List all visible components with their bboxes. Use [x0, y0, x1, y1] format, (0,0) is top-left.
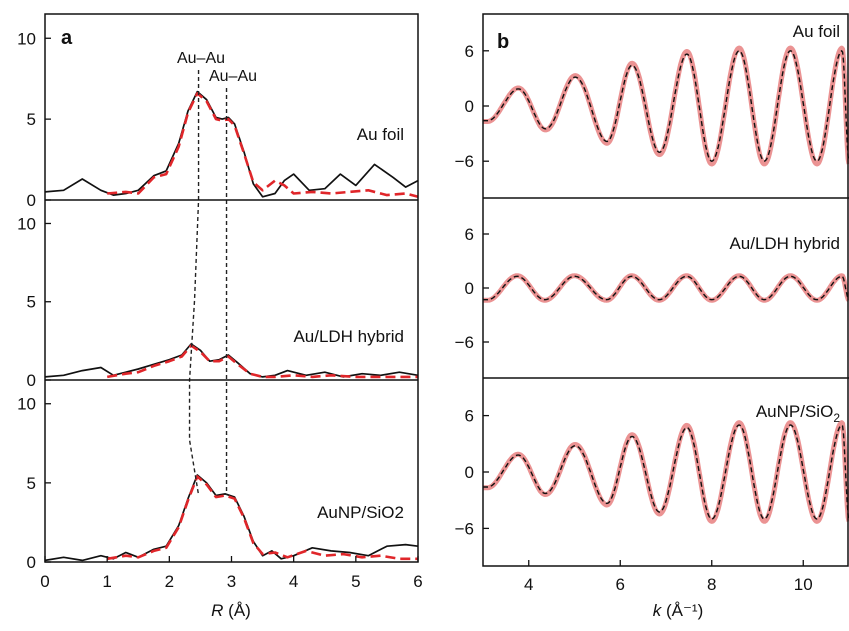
panel-letter-b: b — [497, 31, 509, 53]
x-tick-label: 8 — [707, 575, 716, 594]
y-tick-label: −6 — [455, 519, 474, 538]
panel-a-subplot-3: 0 5 10 AuNP/SiO2 — [17, 395, 419, 572]
y-tick-label: 0 — [465, 279, 474, 298]
x-axis-label: R (Å) — [211, 601, 251, 620]
data-curve — [483, 424, 849, 520]
panel-b-subplot-2: 6 0 −6 Au/LDH hybrid — [455, 225, 849, 352]
x-tick-label: 2 — [165, 572, 174, 591]
fit-curve — [106, 344, 418, 379]
y-tick-label: 5 — [27, 474, 36, 493]
y-tick-label: 10 — [17, 29, 36, 48]
data-curve — [44, 90, 419, 198]
peak-label-1: Au–Au — [177, 50, 225, 67]
fit-curve — [106, 475, 418, 561]
subplot-label: Au foil — [793, 22, 840, 41]
y-tick-label: 0 — [27, 191, 36, 210]
fit-curve — [481, 420, 849, 524]
data-curve — [483, 49, 849, 162]
x-tick-label: 10 — [794, 575, 813, 594]
y-tick-label: 10 — [17, 395, 36, 414]
y-tick-label: 5 — [27, 110, 36, 129]
fit-curve — [481, 45, 849, 167]
y-tick-label: −6 — [455, 152, 474, 171]
y-tick-label: 10 — [17, 214, 36, 233]
y-tick-label: 0 — [27, 371, 36, 390]
panel-a-subplot-2: 0 5 10 Au/LDH hybrid — [17, 214, 419, 390]
panel-b: 6 0 −6 Au foil 6 0 −6 Au/LDH hybrid 6 0 −6 AuNP/SiO… — [455, 13, 849, 620]
x-tick-label: 4 — [289, 572, 298, 591]
panel-b-frame — [482, 13, 849, 567]
x-tick-label: 6 — [413, 572, 422, 591]
x-tick-label: 1 — [102, 572, 111, 591]
subplot-label: Au/LDH hybrid — [293, 327, 404, 346]
y-tick-label: 0 — [465, 463, 474, 482]
data-curve — [44, 474, 419, 562]
panel-a-frame — [44, 13, 419, 563]
y-tick-label: 6 — [465, 407, 474, 426]
y-tick-label: 0 — [465, 97, 474, 116]
y-tick-label: −6 — [455, 333, 474, 352]
data-curve — [483, 275, 849, 301]
x-axis-label: k (Å⁻¹) — [653, 601, 704, 620]
y-tick-label: 6 — [465, 225, 474, 244]
peak-guide-line — [188, 70, 200, 496]
x-tick-label: 3 — [227, 572, 236, 591]
panel-a-subplot-1: 0 5 10 Au foil — [17, 29, 419, 210]
x-tick-label: 6 — [616, 575, 625, 594]
y-tick-label: 6 — [465, 42, 474, 61]
subplot-label: AuNP/SiO2 — [756, 402, 840, 425]
y-tick-label: 5 — [27, 293, 36, 312]
x-tick-label: 4 — [524, 575, 533, 594]
peak-label-2: Au–Au — [209, 68, 257, 85]
x-tick-label: 5 — [351, 572, 360, 591]
y-tick-label: 0 — [27, 553, 36, 572]
fit-curve — [107, 92, 419, 199]
panel-letter-a: a — [61, 27, 73, 49]
panel-b-subplot-3: 6 0 −6 AuNP/SiO2 — [455, 402, 849, 538]
data-curve — [44, 343, 419, 378]
subplot-label: AuNP/SiO2 — [317, 503, 404, 522]
panel-b-subplot-1: 6 0 −6 Au foil — [455, 22, 849, 171]
subplot-label: Au/LDH hybrid — [729, 234, 840, 253]
x-tick-label: 0 — [40, 572, 49, 591]
subplot-label: Au foil — [357, 125, 404, 144]
